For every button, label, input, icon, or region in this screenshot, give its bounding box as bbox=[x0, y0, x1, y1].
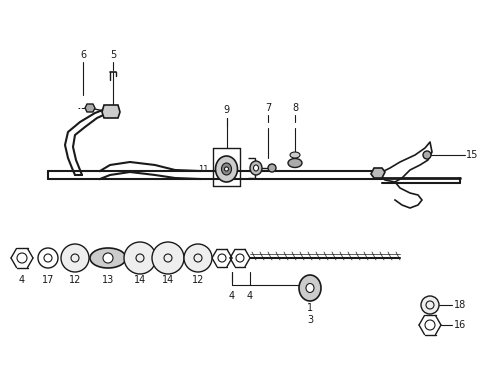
Ellipse shape bbox=[288, 159, 302, 168]
Polygon shape bbox=[102, 105, 120, 118]
Text: 18: 18 bbox=[454, 300, 466, 310]
Text: 3: 3 bbox=[307, 315, 313, 325]
Circle shape bbox=[184, 244, 212, 272]
Circle shape bbox=[236, 254, 244, 262]
Text: 17: 17 bbox=[42, 275, 54, 285]
Ellipse shape bbox=[103, 253, 113, 263]
Text: 16: 16 bbox=[454, 320, 466, 330]
Text: 1: 1 bbox=[307, 303, 313, 313]
Ellipse shape bbox=[268, 164, 276, 172]
Text: 8: 8 bbox=[292, 103, 298, 113]
Text: 6: 6 bbox=[80, 50, 86, 60]
Circle shape bbox=[124, 242, 156, 274]
Text: 4: 4 bbox=[229, 291, 235, 301]
Ellipse shape bbox=[290, 152, 300, 158]
Text: 14: 14 bbox=[162, 275, 174, 285]
Ellipse shape bbox=[225, 167, 228, 171]
Ellipse shape bbox=[90, 248, 126, 268]
Text: 15: 15 bbox=[466, 150, 478, 160]
Ellipse shape bbox=[306, 283, 314, 293]
Ellipse shape bbox=[299, 275, 321, 301]
Polygon shape bbox=[371, 168, 385, 178]
Circle shape bbox=[218, 254, 226, 262]
Text: 4: 4 bbox=[247, 291, 253, 301]
Ellipse shape bbox=[250, 161, 262, 175]
Text: 12: 12 bbox=[192, 275, 204, 285]
Text: 12: 12 bbox=[69, 275, 81, 285]
Circle shape bbox=[421, 296, 439, 314]
Text: 14: 14 bbox=[134, 275, 146, 285]
Text: 9: 9 bbox=[223, 105, 229, 115]
Ellipse shape bbox=[216, 156, 238, 182]
Text: 7: 7 bbox=[265, 103, 271, 113]
Circle shape bbox=[152, 242, 184, 274]
Ellipse shape bbox=[423, 151, 431, 159]
Text: 4: 4 bbox=[19, 275, 25, 285]
Ellipse shape bbox=[221, 163, 231, 175]
Circle shape bbox=[425, 320, 435, 330]
Ellipse shape bbox=[253, 165, 259, 171]
Circle shape bbox=[61, 244, 89, 272]
Text: 11: 11 bbox=[198, 165, 208, 173]
Text: 5: 5 bbox=[110, 50, 116, 60]
Circle shape bbox=[17, 253, 27, 263]
Text: 13: 13 bbox=[102, 275, 114, 285]
Polygon shape bbox=[85, 104, 95, 112]
